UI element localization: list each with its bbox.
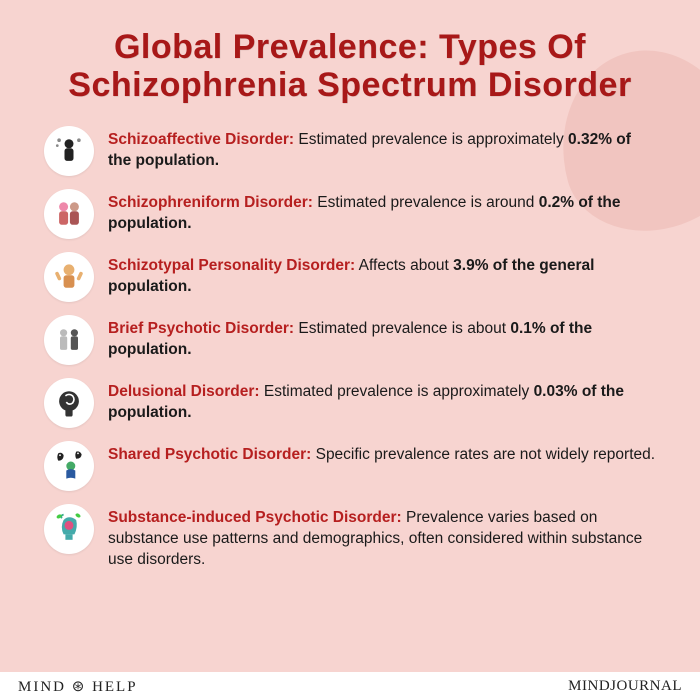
item-name: Schizoaffective Disorder:: [108, 131, 294, 148]
list-item: Schizophreniform Disorder: Estimated pre…: [44, 189, 656, 239]
item-lead-text: Estimated prevalence is approximately: [294, 131, 568, 148]
head-swirl-icon: [44, 378, 94, 428]
content-area: Global Prevalence: Types Of Schizophreni…: [0, 0, 700, 571]
item-name: Schizophreniform Disorder:: [108, 194, 313, 211]
item-lead-text: Estimated prevalence is about: [294, 320, 510, 337]
item-text: Delusional Disorder: Estimated prevalenc…: [108, 378, 656, 424]
item-text: Schizoaffective Disorder: Estimated prev…: [108, 126, 656, 172]
footer: MIND ⊛ HELP MINDJOURNAL: [0, 672, 700, 700]
items-list: Schizoaffective Disorder: Estimated prev…: [44, 126, 656, 571]
list-item: Brief Psychotic Disorder: Estimated prev…: [44, 315, 656, 365]
item-text: Schizotypal Personality Disorder: Affect…: [108, 252, 656, 298]
item-name: Schizotypal Personality Disorder:: [108, 257, 355, 274]
list-item: Delusional Disorder: Estimated prevalenc…: [44, 378, 656, 428]
page-title: Global Prevalence: Types Of Schizophreni…: [44, 28, 656, 104]
item-lead-text: Specific prevalence rates are not widely…: [311, 446, 655, 463]
item-name: Brief Psychotic Disorder:: [108, 320, 294, 337]
list-item: Substance-induced Psychotic Disorder: Pr…: [44, 504, 656, 571]
head-leaves-icon: [44, 504, 94, 554]
footer-brand-left: MIND ⊛ HELP: [18, 677, 138, 696]
item-text: Shared Psychotic Disorder: Specific prev…: [108, 441, 655, 466]
item-name: Substance-induced Psychotic Disorder:: [108, 509, 402, 526]
figure-thoughts-icon: [44, 126, 94, 176]
item-text: Schizophreniform Disorder: Estimated pre…: [108, 189, 656, 235]
footer-brand-right: MINDJOURNAL: [568, 678, 682, 695]
item-lead-text: Estimated prevalence is approximately: [260, 383, 534, 400]
list-item: Schizotypal Personality Disorder: Affect…: [44, 252, 656, 302]
item-text: Substance-induced Psychotic Disorder: Pr…: [108, 504, 656, 571]
item-name: Shared Psychotic Disorder:: [108, 446, 311, 463]
item-lead-text: Affects about: [355, 257, 453, 274]
two-figures-icon: [44, 315, 94, 365]
person-ghosts-icon: [44, 441, 94, 491]
two-people-icon: [44, 189, 94, 239]
item-text: Brief Psychotic Disorder: Estimated prev…: [108, 315, 656, 361]
person-waving-icon: [44, 252, 94, 302]
item-lead-text: Estimated prevalence is around: [313, 194, 539, 211]
item-name: Delusional Disorder:: [108, 383, 260, 400]
list-item: Shared Psychotic Disorder: Specific prev…: [44, 441, 656, 491]
list-item: Schizoaffective Disorder: Estimated prev…: [44, 126, 656, 176]
